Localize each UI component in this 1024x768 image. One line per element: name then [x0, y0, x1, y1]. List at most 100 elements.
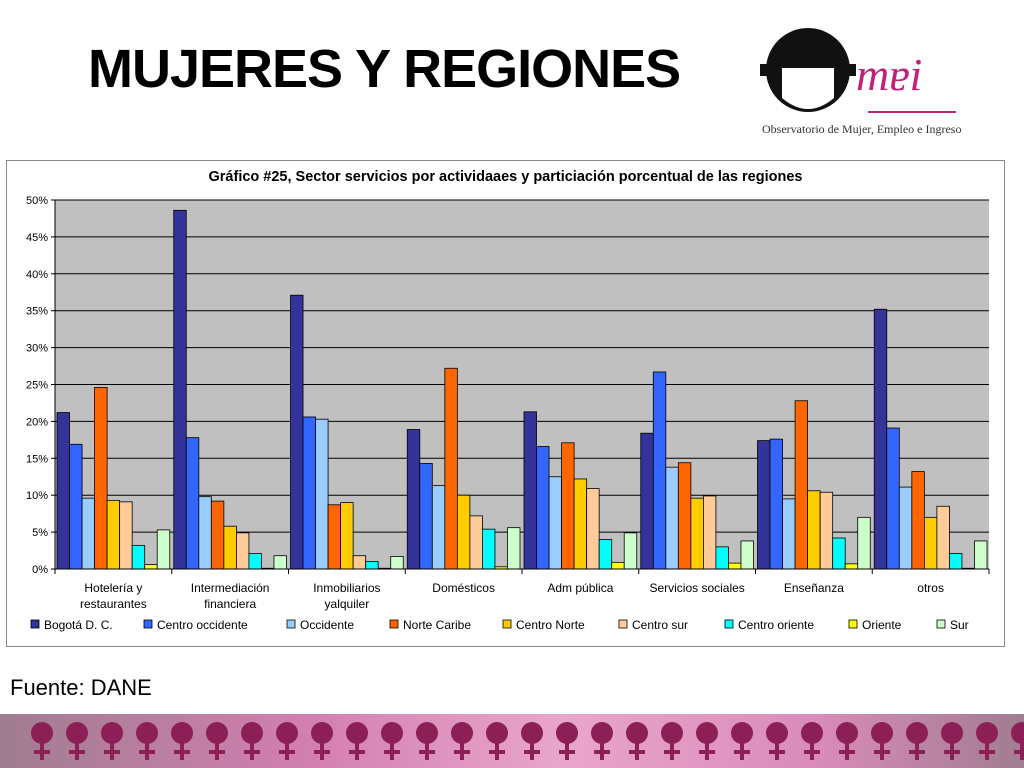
bar: [69, 443, 83, 570]
bar: [81, 497, 95, 570]
bar: [523, 411, 537, 570]
venus-symbol-icon: [376, 722, 408, 762]
chart-title: Gráfico #25, Sector servicios por activi…: [208, 169, 803, 185]
legend-label: Occidente: [300, 618, 354, 632]
bar: [185, 437, 200, 570]
bar: [782, 498, 796, 570]
venus-symbol-icon: [516, 722, 548, 762]
legend-label: Sur: [950, 618, 969, 632]
bar: [365, 561, 379, 570]
bar: [94, 387, 108, 570]
woman-face-logo-icon: mɐi: [760, 28, 956, 113]
venus-symbol-icon: [446, 722, 478, 762]
y-tick-label: 15%: [26, 453, 48, 465]
venus-symbol-icon: [586, 722, 618, 762]
bar: [974, 540, 988, 570]
venus-symbol-icon: [621, 722, 653, 762]
y-tick-label: 0%: [32, 564, 48, 576]
bar: [210, 500, 225, 570]
bar: [832, 537, 846, 570]
y-tick-label: 5%: [32, 527, 48, 539]
bar: [390, 556, 404, 570]
bar: [690, 497, 704, 570]
footer-band: [0, 714, 1024, 768]
venus-symbol-icon: [166, 722, 198, 762]
bar: [807, 490, 821, 570]
bar: [431, 485, 446, 570]
bar: [573, 478, 588, 570]
bar: [611, 561, 625, 570]
x-tick-label: Enseñanza: [784, 581, 844, 595]
y-tick-label: 50%: [26, 195, 48, 207]
bar: [652, 371, 667, 570]
bar: [340, 502, 354, 570]
bar: [923, 516, 938, 570]
legend-swatch: [848, 619, 858, 629]
y-tick-label: 20%: [26, 416, 48, 428]
bar: [173, 209, 187, 570]
legend-label: Norte Caribe: [403, 618, 471, 632]
bar: [469, 515, 483, 570]
venus-symbol-icon: [796, 722, 828, 762]
bar: [702, 495, 717, 570]
omei-logo: mɐi: [756, 26, 976, 142]
venus-symbol-icon: [61, 722, 93, 762]
bar: [911, 471, 925, 570]
bar: [290, 294, 304, 570]
bar: [936, 505, 950, 570]
venus-symbol-icon: [831, 722, 863, 762]
bar: [536, 446, 550, 570]
venus-symbol-icon: [131, 722, 163, 762]
bar: [273, 555, 287, 570]
y-tick-label: 10%: [26, 490, 48, 502]
y-tick-label: 30%: [26, 343, 48, 355]
bar: [949, 553, 963, 570]
legend-label: Centro sur: [632, 618, 688, 632]
venus-symbol-icon: [936, 722, 968, 762]
legend-swatch: [618, 619, 628, 629]
bar: [623, 532, 638, 570]
source-note: Fuente: DANE: [10, 675, 152, 700]
venus-symbol-icon: [26, 722, 58, 762]
bar: [144, 564, 158, 570]
venus-symbol-icon: [201, 722, 233, 762]
bar: [248, 553, 262, 570]
venus-symbol-icon: [866, 722, 898, 762]
bar-chart: 0% 5% 10% 15% 20% 25% 30% 35% 40% 45% 50% Hotelería…: [26, 195, 990, 632]
venus-symbol-icon: [271, 722, 303, 762]
venus-symbol-icon: [551, 722, 583, 762]
bar: [56, 412, 70, 570]
bar: [677, 462, 692, 570]
x-tick-label: Domésticos: [432, 581, 495, 595]
bar: [106, 499, 121, 570]
x-tick-label: Servicios sociales: [649, 581, 744, 595]
legend-swatch: [724, 619, 734, 629]
bar: [886, 427, 900, 570]
bar: [561, 442, 575, 570]
venus-symbol-icon: [971, 722, 1003, 762]
bar: [728, 562, 742, 570]
bar: [315, 418, 329, 570]
venus-symbol-icon: [96, 722, 128, 762]
legend-swatch: [389, 619, 399, 629]
y-tick-label: 35%: [26, 306, 48, 318]
bar: [740, 540, 754, 570]
x-tick-label: Inmobiliarios yalquiler: [313, 581, 380, 611]
bar: [898, 486, 913, 570]
venus-symbol-icon: [761, 722, 793, 762]
x-tick-label: Hotelería y restaurantes: [80, 581, 147, 611]
venus-symbol-icon: [691, 722, 723, 762]
bar: [769, 438, 783, 570]
bar: [819, 491, 834, 570]
bar: [419, 463, 433, 570]
bar: [235, 532, 250, 570]
legend-swatch: [936, 619, 946, 629]
bar: [327, 504, 342, 570]
legend-label: Centro Norte: [516, 618, 585, 632]
bar: [482, 528, 496, 570]
legend-swatch: [30, 619, 40, 629]
x-tick-label: Intermediación financiera: [191, 581, 270, 611]
bar: [757, 440, 771, 570]
x-tick-label: Adm pública: [547, 581, 613, 595]
bar: [640, 432, 654, 570]
